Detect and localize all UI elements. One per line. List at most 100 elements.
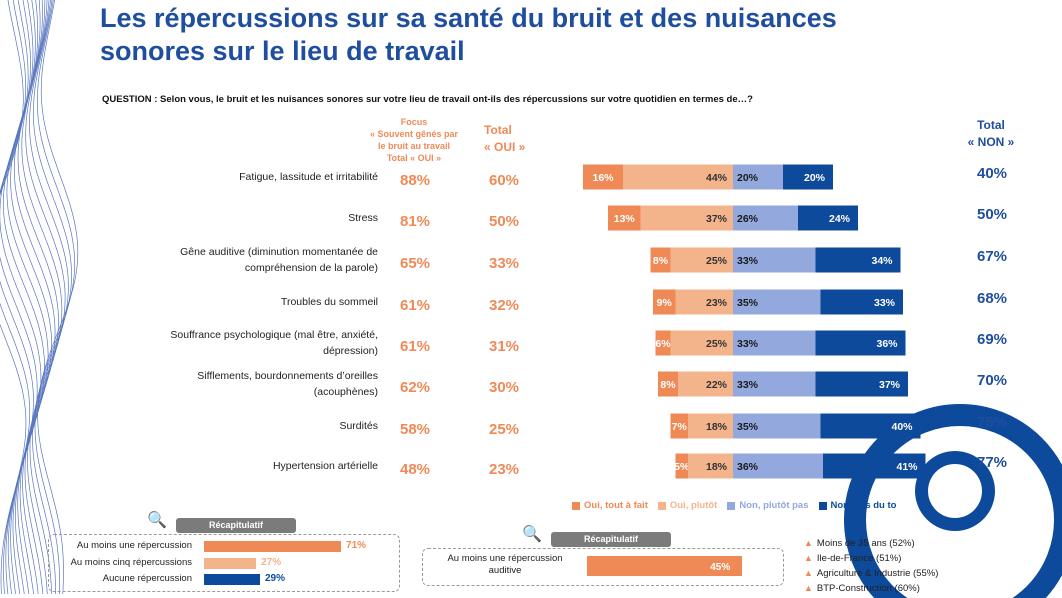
recap-left-bar (204, 558, 257, 569)
header-focus-line: Focus (400, 117, 428, 127)
bar-segment (798, 205, 858, 231)
row-label-line: Fatigue, lassitude et irritabilité (239, 171, 378, 183)
row-label: Stress (118, 210, 378, 226)
bar-segment (733, 289, 821, 315)
legend-item: Oui, plutôt (657, 500, 718, 511)
row-label-line: Hypertension artérielle (272, 460, 378, 472)
bar-data-label: 40% (891, 421, 913, 433)
focus-total-oui: 58% (400, 421, 431, 438)
bar-data-label: 24% (829, 213, 851, 225)
bar-data-label: 20% (737, 172, 759, 184)
bar-segment (815, 330, 906, 356)
bar-data-label: 41% (896, 461, 918, 473)
legend-label: Non, pas du to (830, 500, 897, 511)
focus-total-oui: 81% (400, 213, 431, 230)
bar-segment (678, 371, 733, 397)
bar-segment (650, 247, 671, 273)
bar-segment (608, 205, 641, 231)
legend-swatch (727, 501, 736, 510)
row-label-line: (acouphènes) (313, 386, 378, 398)
bar-segment (688, 453, 733, 479)
bar-segment (670, 330, 733, 356)
bar-segment (658, 371, 678, 397)
recap-left-value: 27% (261, 557, 282, 568)
bar-data-label: 13% (614, 213, 636, 225)
decorative-wave-lines (0, 0, 79, 595)
wave-line (37, 0, 79, 595)
triangle-up-icon: ▲ (804, 538, 813, 548)
bar-data-label: 6% (655, 338, 671, 350)
total-oui: 50% (489, 213, 520, 230)
bar-data-label: 16% (592, 172, 614, 184)
total-oui: 31% (489, 338, 520, 355)
bar-segment (733, 164, 783, 190)
bar-data-label: 18% (706, 461, 728, 473)
legend-swatch (818, 501, 827, 510)
note-text: Agriculture & Industrie (55%) (816, 568, 939, 579)
total-non: 40% (977, 165, 1008, 182)
focus-total-oui: 61% (400, 297, 431, 314)
bar-data-label: 36% (737, 461, 759, 473)
legend-item: Oui, tout à fait (572, 500, 648, 511)
bar-data-label: 33% (737, 379, 759, 391)
total-non: 75% (977, 414, 1008, 431)
person-icon: 🔍 (522, 526, 542, 543)
bar-data-label: 8% (660, 379, 676, 391)
recap-left-value: 29% (264, 573, 285, 584)
row-label: Fatigue, lassitude et irritabilité (118, 169, 378, 185)
bar-segment (655, 330, 671, 356)
bar-data-label: 25% (706, 338, 728, 350)
bar-segment (815, 247, 901, 273)
row-label-line: Troubles du sommeil (280, 296, 378, 308)
bar-segment (823, 453, 926, 479)
total-oui: 60% (489, 172, 520, 189)
note-text: BTP-Construction (60%) (816, 583, 920, 594)
question-text: QUESTION : Selon vous, le bruit et les n… (102, 94, 753, 105)
wave-line (17, 0, 59, 595)
bar-segment (640, 205, 733, 231)
bar-segment (623, 164, 733, 190)
row-label: Gêne auditive (diminution momentanée de c… (118, 244, 378, 276)
bar-data-label: 18% (706, 421, 728, 433)
bar-segment (733, 413, 821, 439)
recap-box-left (48, 534, 400, 592)
row-label-line: Surdités (339, 420, 378, 432)
bar-data-label: 35% (737, 297, 759, 309)
recap-left-label: Aucune répercussion (102, 573, 192, 584)
row-label: Hypertension artérielle (118, 458, 378, 474)
page-title: Les répercussions sur sa santé du bruit … (100, 3, 837, 66)
note-text: Moins de 35 ans (52%) (816, 538, 915, 549)
bar-segment (820, 289, 903, 315)
row-label: Sifflements, bourdonnements d’oreilles (a… (118, 368, 378, 400)
bar-segment (675, 289, 733, 315)
row-label-line: Stress (348, 212, 378, 224)
wave-line (29, 0, 69, 595)
bar-data-label: 44% (706, 172, 728, 184)
bar-data-label: 23% (706, 297, 728, 309)
header-non-line: Total (977, 118, 1005, 132)
bar-data-label: 33% (737, 338, 759, 350)
header-focus: Focus « Souvent gênés par le bruit au tr… (352, 116, 476, 164)
total-non: 67% (977, 248, 1008, 265)
focus-total-oui: 48% (400, 461, 431, 478)
note-item: ▲ BTP-Construction (60%) (804, 583, 920, 594)
focus-total-oui: 65% (400, 255, 431, 272)
bar-segment (688, 413, 733, 439)
row-label-line: dépression) (323, 345, 378, 357)
header-focus-line: Total « OUI » (386, 153, 442, 163)
bar-segment (815, 371, 908, 397)
bar-data-label: 33% (874, 297, 896, 309)
legend-swatch (657, 501, 666, 510)
bar-data-label: 5% (674, 461, 690, 473)
bar-segment (733, 371, 816, 397)
header-total-non: Total « NON » (946, 117, 1036, 151)
wave-line (32, 0, 72, 594)
person-icon: 🔍 (147, 512, 167, 529)
bar-segment (733, 205, 798, 231)
bar-data-label: 20% (804, 172, 826, 184)
legend-label: Oui, plutôt (669, 500, 718, 511)
row-label: Troubles du sommeil (118, 294, 378, 310)
bar-data-label: 33% (737, 255, 759, 267)
legend-swatch (572, 501, 580, 510)
